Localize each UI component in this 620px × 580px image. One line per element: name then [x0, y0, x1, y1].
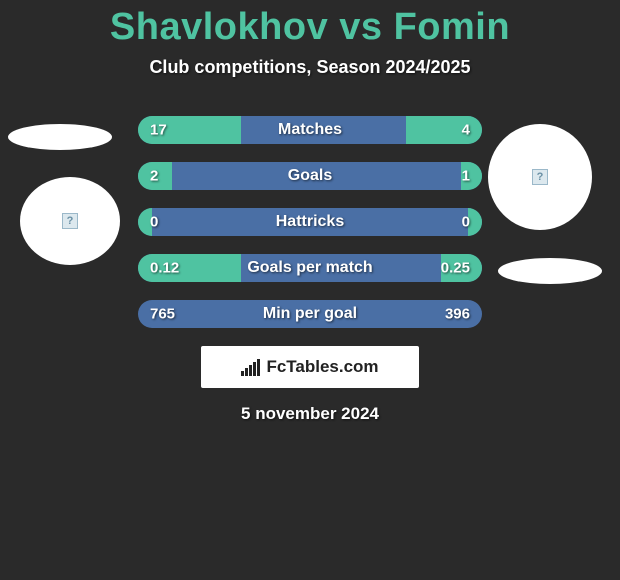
- stat-label: Goals per match: [247, 259, 372, 277]
- stat-row-matches: 17 Matches 4: [138, 116, 482, 144]
- avatar-ellipse-bot-right: [498, 258, 602, 284]
- avatar-ellipse-top-right: ?: [488, 124, 592, 230]
- stat-left-value: 2: [150, 168, 158, 185]
- subtitle: Club competitions, Season 2024/2025: [0, 57, 620, 78]
- stat-row-min-per-goal: 765 Min per goal 396: [138, 300, 482, 328]
- stat-right-fill: [468, 208, 482, 236]
- stat-row-hattricks: 0 Hattricks 0: [138, 208, 482, 236]
- stat-label: Goals: [288, 167, 332, 185]
- stat-right-value: 0.25: [441, 260, 470, 277]
- stat-left-value: 0: [150, 214, 158, 231]
- bar-chart-icon: [241, 358, 260, 376]
- stat-row-goals-per-match: 0.12 Goals per match 0.25: [138, 254, 482, 282]
- stat-label: Min per goal: [263, 305, 357, 323]
- stat-left-value: 765: [150, 306, 175, 323]
- brand-logo[interactable]: FcTables.com: [201, 346, 419, 388]
- brand-text: FcTables.com: [266, 357, 378, 377]
- stat-right-value: 1: [462, 168, 470, 185]
- image-placeholder-icon: ?: [62, 213, 78, 229]
- stat-right-fill: [406, 116, 482, 144]
- stat-left-value: 0.12: [150, 260, 179, 277]
- stat-row-goals: 2 Goals 1: [138, 162, 482, 190]
- image-placeholder-icon: ?: [532, 169, 548, 185]
- stats-container: 17 Matches 4 2 Goals 1 0 Hattricks 0 0.1…: [138, 116, 482, 328]
- stat-left-value: 17: [150, 122, 167, 139]
- avatar-ellipse-mid-left: ?: [20, 177, 120, 265]
- stat-right-value: 4: [462, 122, 470, 139]
- stat-right-value: 0: [462, 214, 470, 231]
- avatar-ellipse-top-left: [8, 124, 112, 150]
- stat-label: Matches: [278, 121, 342, 139]
- date-label: 5 november 2024: [0, 404, 620, 424]
- stat-label: Hattricks: [276, 213, 344, 231]
- stat-right-value: 396: [445, 306, 470, 323]
- page-title: Shavlokhov vs Fomin: [0, 0, 620, 49]
